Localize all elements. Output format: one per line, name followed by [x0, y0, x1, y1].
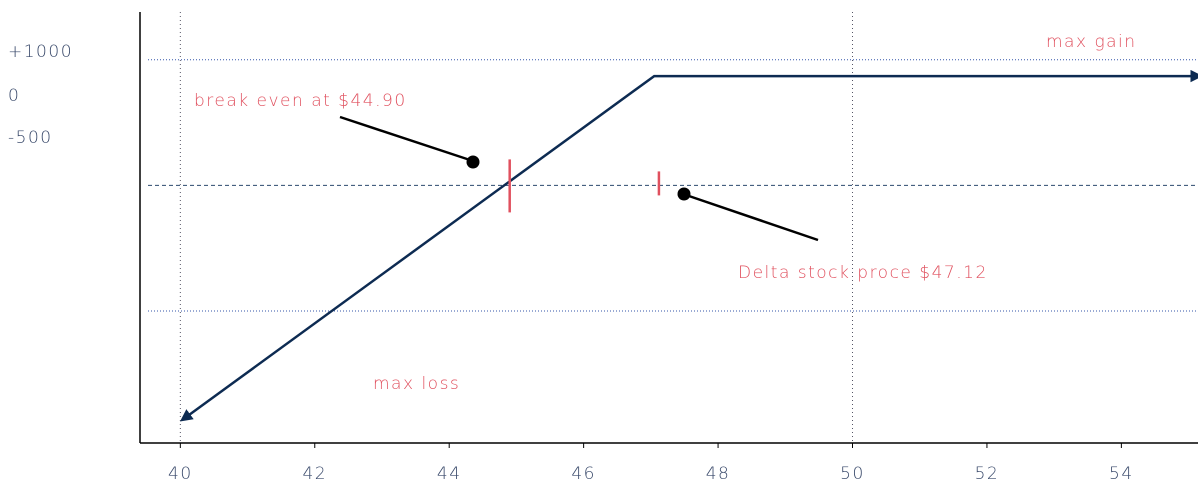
x-tick-label: 42 [302, 464, 327, 484]
leader-dot [677, 187, 691, 201]
leader-line [339, 115, 471, 162]
y-label: +1000 [8, 42, 73, 62]
annotation: Delta stock proce $47.12 [738, 263, 988, 283]
annotation: break even at $44.90 [194, 91, 407, 111]
x-tick-label: 50 [840, 464, 865, 484]
y-label: -500 [8, 128, 53, 148]
leader-dot [466, 155, 480, 169]
x-tick-label: 40 [168, 464, 193, 484]
y-label: 0 [8, 86, 20, 106]
x-tick-label: 52 [975, 464, 1000, 484]
x-tick-label: 44 [437, 464, 462, 484]
x-tick-label: 54 [1109, 464, 1134, 484]
payoff-line [179, 69, 1198, 422]
leader-line [685, 193, 819, 242]
x-tick-label: 46 [571, 464, 596, 484]
annotation: max loss [373, 374, 460, 394]
annotation: max gain [1046, 32, 1137, 52]
x-tick-label: 48 [706, 464, 731, 484]
